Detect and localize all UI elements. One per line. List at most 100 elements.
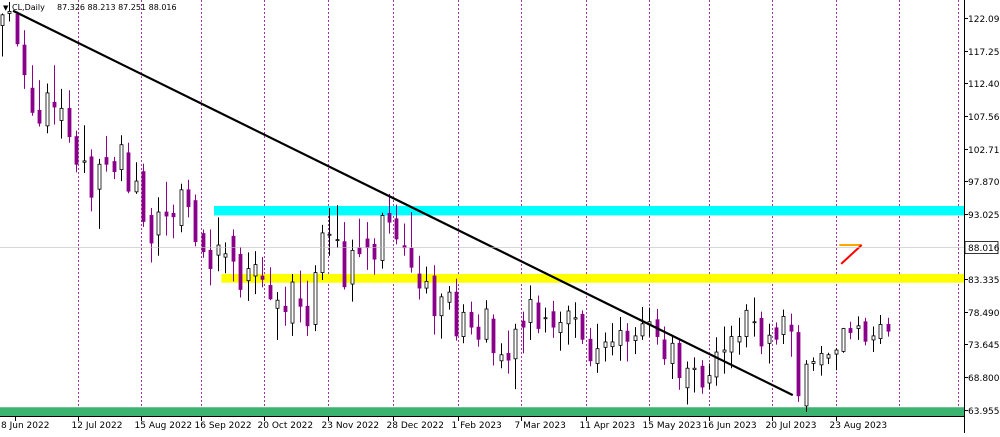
bear-candle (454, 291, 459, 337)
bear-candle (789, 324, 794, 332)
price-tick-label: 63.955 (968, 407, 1000, 417)
bull-candle (134, 180, 139, 193)
bear-candle (52, 101, 57, 108)
bottom-zone (0, 407, 964, 416)
bear-candle (186, 189, 191, 208)
bear-candle (536, 302, 541, 329)
bull-candle (543, 317, 548, 320)
time-tick-label: 16 Jun 2023 (703, 421, 757, 431)
price-tick-label: 73.645 (968, 341, 1000, 351)
price-tick-label: 68.800 (968, 374, 1000, 384)
bull-candle (566, 310, 571, 325)
bear-candle (104, 157, 109, 165)
price-tick-label: 112.405 (968, 80, 1000, 90)
flag-pole-line[interactable] (840, 244, 863, 265)
ohlc-label: 87.326 88.213 87.251 88.016 (57, 3, 177, 12)
time-tick-label: 12 Jul 2022 (72, 421, 123, 431)
bear-candle (126, 152, 131, 192)
bull-candle (856, 325, 861, 329)
bull-candle (826, 354, 831, 359)
bull-candle (119, 144, 124, 171)
bull-candle (499, 354, 504, 362)
bull-candle (223, 253, 228, 258)
bear-candle (886, 324, 891, 332)
bear-candle (469, 311, 474, 328)
bear-candle (298, 298, 303, 307)
bull-candle (573, 317, 578, 320)
bull-candle (834, 349, 839, 355)
time-tick-label: 15 Aug 2022 (135, 421, 193, 431)
bear-candle (74, 136, 79, 165)
bull-candle (313, 272, 318, 325)
bear-candle (201, 233, 206, 253)
price-tick-label: 83.335 (968, 276, 1000, 286)
bull-candle (0, 14, 5, 26)
support-zone (221, 273, 964, 283)
bull-candle (744, 309, 749, 337)
axes (0, 0, 965, 433)
bear-candle (409, 247, 414, 268)
time-tick-label: 23 Aug 2023 (830, 421, 888, 431)
bear-candle (112, 161, 117, 173)
bear-candle (394, 218, 399, 240)
bear-candle (417, 273, 422, 289)
bull-candle (447, 291, 452, 303)
time-tick-label: 20 Jul 2023 (766, 421, 817, 431)
current-price-tag-box (964, 241, 999, 255)
bull-candle (819, 352, 824, 366)
bull-candle (528, 299, 533, 323)
bull-candle (327, 233, 332, 236)
bull-candle (59, 107, 64, 121)
drawings (0, 9, 964, 397)
bull-candle (558, 322, 563, 333)
bear-candle (625, 330, 630, 342)
current-price-tag: 88.016 (964, 241, 1000, 255)
bull-candle (156, 211, 161, 236)
bear-candle (491, 318, 496, 354)
descending-trendline[interactable] (12, 9, 794, 397)
bull-candle (841, 328, 846, 352)
bull-candle (461, 311, 466, 337)
bull-candle (685, 367, 690, 389)
chart-header: ▼ CL,Daily 87.326 88.213 87.251 88.016 (3, 3, 177, 12)
bull-candle (97, 163, 102, 190)
bull-candle (179, 189, 184, 226)
bear-candle (521, 320, 526, 328)
bear-candle (774, 327, 779, 340)
bear-candle (22, 44, 27, 76)
bear-candle (387, 212, 392, 223)
candles (0, 2, 891, 412)
bear-candle (796, 332, 801, 397)
bear-candle (506, 352, 511, 361)
bull-candle (878, 324, 883, 339)
price-tick-label: 97.870 (968, 178, 1000, 188)
bear-candle (208, 250, 213, 269)
price-tick-label: 102.715 (968, 146, 1000, 156)
bear-candle (15, 13, 20, 45)
bear-candle (357, 247, 362, 255)
bull-candle (737, 336, 742, 343)
time-tick-label: 1 Feb 2023 (452, 421, 502, 431)
bull-candle (253, 264, 258, 277)
bear-candle (342, 241, 347, 288)
bear-candle (164, 211, 169, 217)
price-tick-label: 93.025 (968, 211, 1000, 221)
bear-candle (476, 326, 481, 340)
resistance-zone (214, 205, 964, 216)
bear-candle (30, 87, 35, 113)
price-tick-label: 122.095 (968, 15, 1000, 25)
bear-candle (863, 321, 868, 342)
bull-candle (45, 92, 50, 127)
bear-candle (588, 338, 593, 362)
bear-candle (171, 212, 176, 218)
time-tick-label: 28 Dec 2022 (387, 421, 445, 431)
bear-candle (700, 365, 705, 388)
bull-candle (714, 351, 719, 378)
time-axis-ticks: 8 Jun 2022 12 Jul 2022 15 Aug 2022 16 Sep 2… (1, 416, 887, 431)
bull-candle (335, 239, 340, 242)
bear-candle (848, 328, 853, 333)
bull-candle (752, 321, 757, 324)
bull-candle (484, 308, 489, 340)
bear-candle (305, 305, 310, 327)
